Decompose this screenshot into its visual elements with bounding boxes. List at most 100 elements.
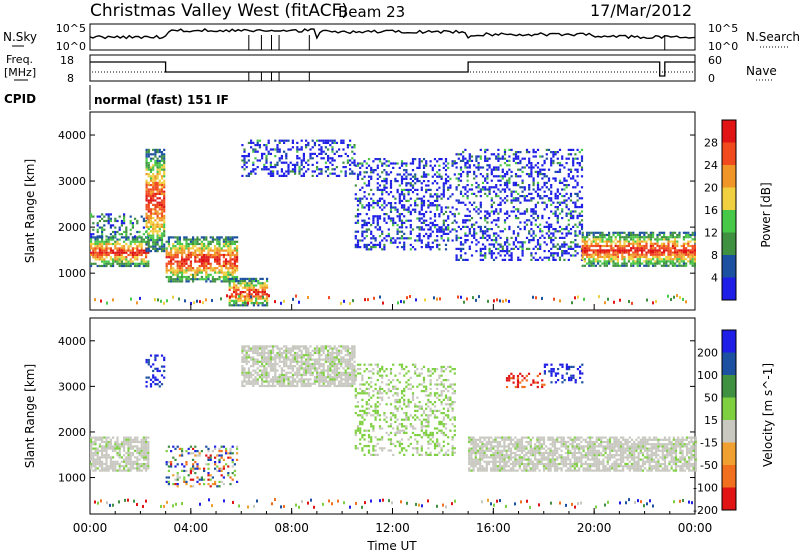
echo-cell: [176, 445, 179, 448]
echo-cell: [462, 186, 465, 189]
echo-cell: [183, 480, 186, 483]
echo-cell: [176, 267, 179, 270]
echo-cell: [248, 288, 251, 291]
echo-cell: [103, 462, 106, 466]
echo-cell: [501, 258, 504, 261]
echo-cell: [167, 260, 170, 263]
echo-cell: [632, 244, 635, 248]
echo-cell: [123, 251, 126, 254]
echo-cell: [578, 162, 581, 165]
echo-cell: [105, 460, 108, 463]
echo-cell: [342, 161, 345, 164]
echo-cell: [486, 228, 489, 231]
echo-cell: [536, 170, 540, 173]
near-range-echo: [646, 298, 648, 302]
echo-cell: [170, 249, 173, 252]
echo-cell: [680, 255, 683, 259]
echo-cell: [338, 148, 341, 151]
echo-cell: [581, 264, 584, 267]
echo-cell: [407, 173, 410, 176]
echo-cell: [543, 190, 546, 193]
echo-cell: [196, 454, 199, 457]
echo-cell: [320, 150, 323, 153]
echo-cell: [649, 262, 652, 265]
echo-cell: [222, 260, 225, 263]
echo-cell: [638, 255, 641, 259]
echo-cell: [227, 245, 230, 248]
echo-cell: [409, 188, 412, 191]
echo-cell: [174, 240, 177, 243]
echo-cell: [416, 166, 419, 169]
echo-cell: [580, 223, 584, 226]
echo-cell: [669, 233, 672, 237]
echo-cell: [638, 231, 641, 234]
echo-cell: [418, 226, 421, 229]
near-range-echo: [202, 301, 204, 305]
echo-cell: [241, 360, 244, 363]
echo-cell: [172, 456, 175, 459]
echo-cell: [283, 174, 286, 177]
echo-cell: [174, 271, 177, 274]
echo-cell: [285, 354, 288, 357]
echo-cell: [96, 253, 99, 257]
echo-cell: [243, 163, 246, 166]
echo-cell: [231, 238, 234, 241]
echo-cell: [327, 141, 330, 144]
echo-cell: [409, 162, 412, 165]
echo-cell: [643, 249, 646, 252]
echo-cell: [289, 148, 292, 151]
echo-cell: [243, 148, 246, 151]
echo-cell: [118, 233, 121, 236]
echo-cell: [158, 225, 161, 228]
echo-cell: [669, 253, 672, 256]
echo-cell: [261, 380, 264, 383]
echo-cell: [98, 242, 101, 246]
echo-cell: [261, 362, 264, 366]
cpid-panel: CPID normal (fast) 151 IF: [4, 85, 229, 110]
echo-cell: [669, 260, 672, 263]
echo-cell: [156, 184, 159, 187]
echo-cell: [241, 304, 244, 307]
echo-cell: [165, 240, 168, 243]
echo-cell: [156, 190, 159, 193]
echo-cell: [420, 188, 423, 191]
echo-cell: [96, 462, 99, 466]
echo-cell: [565, 225, 568, 228]
echo-cell: [512, 181, 515, 184]
echo-cell: [231, 240, 234, 243]
echo-cell: [484, 252, 487, 255]
echo-cell: [160, 208, 164, 211]
echo-cell: [178, 238, 181, 241]
echo-cell: [181, 469, 184, 472]
echo-cell: [243, 150, 246, 153]
echo-cell: [693, 253, 696, 256]
echo-cell: [233, 242, 236, 246]
echo-cell: [233, 295, 236, 298]
echo-cell: [601, 249, 604, 252]
echo-cell: [247, 373, 250, 377]
echo-cell: [185, 461, 188, 464]
echo-cell: [207, 278, 210, 281]
echo-cell: [160, 157, 164, 160]
echo-cell: [453, 173, 456, 176]
echo-cell: [497, 243, 500, 246]
echo-cell: [425, 191, 428, 194]
echo-cell: [247, 349, 250, 352]
echo-cell: [367, 248, 371, 251]
echo-cell: [536, 166, 540, 169]
echo-cell: [147, 148, 150, 151]
echo-cell: [209, 264, 212, 268]
echo-cell: [129, 258, 132, 261]
echo-cell: [243, 356, 246, 359]
echo-cell: [608, 258, 611, 261]
echo-cell: [235, 302, 238, 305]
echo-cell: [152, 177, 155, 180]
echo-cell: [311, 157, 314, 160]
echo-cell: [436, 239, 439, 242]
echo-cell: [265, 166, 268, 169]
echo-cell: [172, 262, 175, 265]
echo-cell: [265, 369, 268, 372]
echo-cell: [147, 436, 150, 439]
echo-cell: [632, 264, 635, 267]
echo-cell: [361, 197, 364, 200]
